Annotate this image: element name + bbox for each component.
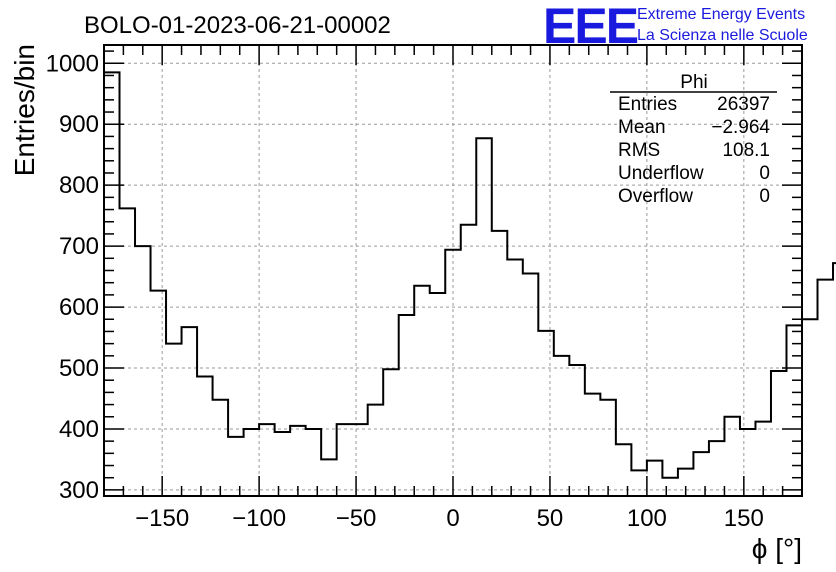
x-tick-labels: −150 −100 −50 0 50 100 150 bbox=[135, 505, 764, 532]
stats-label: RMS bbox=[618, 140, 660, 161]
chart-title: BOLO-01-2023-06-21-00002 bbox=[84, 12, 391, 39]
y-tick-labels: 300 400 500 600 700 800 900 1000 bbox=[46, 50, 99, 504]
logo-line-2: La Scienza nelle Scuole bbox=[637, 27, 808, 44]
y-tick-label: 500 bbox=[59, 355, 99, 382]
stats-value: 0 bbox=[759, 163, 770, 184]
stats-label: Overflow bbox=[618, 186, 693, 207]
x-tick-label: 100 bbox=[627, 505, 667, 532]
stats-label: Entries bbox=[618, 94, 677, 115]
histogram-series bbox=[104, 71, 836, 479]
x-axis-label: ϕ [°] bbox=[752, 533, 802, 564]
y-axis-label: Entries/bin bbox=[9, 44, 40, 176]
stats-rows: Entries 26397 Mean −2.964 RMS 108.1 Underflow 0… bbox=[618, 94, 770, 207]
stats-label: Mean bbox=[618, 117, 666, 138]
stats-box: Phi Entries 26397 Mean −2.964 RMS 108.1 Underf… bbox=[610, 72, 777, 207]
axis-ticks bbox=[103, 45, 803, 496]
x-tick-label: −100 bbox=[232, 505, 286, 532]
y-tick-label: 1000 bbox=[46, 50, 99, 77]
stats-value: 0 bbox=[759, 186, 770, 207]
stats-title: Phi bbox=[680, 72, 707, 93]
grid-lines bbox=[104, 45, 802, 496]
y-tick-label: 600 bbox=[59, 294, 99, 321]
y-tick-label: 700 bbox=[59, 233, 99, 260]
x-tick-label: −50 bbox=[336, 505, 377, 532]
stats-value: −2.964 bbox=[711, 117, 770, 138]
y-tick-label: 400 bbox=[59, 416, 99, 443]
x-tick-label: 50 bbox=[537, 505, 564, 532]
stats-value: 108.1 bbox=[722, 140, 770, 161]
x-tick-label: 0 bbox=[446, 505, 459, 532]
logo-line-1: Extreme Energy Events bbox=[637, 6, 805, 23]
stats-label: Underflow bbox=[618, 163, 704, 184]
y-tick-label: 900 bbox=[59, 111, 99, 138]
x-tick-label: −150 bbox=[135, 505, 189, 532]
x-tick-label: 150 bbox=[724, 505, 764, 532]
y-tick-label: 300 bbox=[59, 477, 99, 504]
eee-logo: EEE Extreme Energy Events La Scienza nel… bbox=[543, 0, 808, 54]
y-tick-label: 800 bbox=[59, 172, 99, 199]
stats-value: 26397 bbox=[717, 94, 770, 115]
